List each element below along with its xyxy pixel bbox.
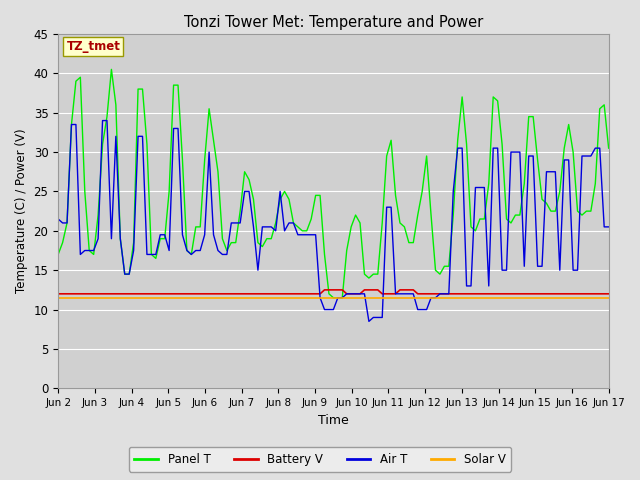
Legend: Panel T, Battery V, Air T, Solar V: Panel T, Battery V, Air T, Solar V [129, 447, 511, 472]
X-axis label: Time: Time [318, 414, 349, 427]
Text: TZ_tmet: TZ_tmet [67, 40, 120, 53]
Title: Tonzi Tower Met: Temperature and Power: Tonzi Tower Met: Temperature and Power [184, 15, 483, 30]
Y-axis label: Temperature (C) / Power (V): Temperature (C) / Power (V) [15, 129, 28, 293]
